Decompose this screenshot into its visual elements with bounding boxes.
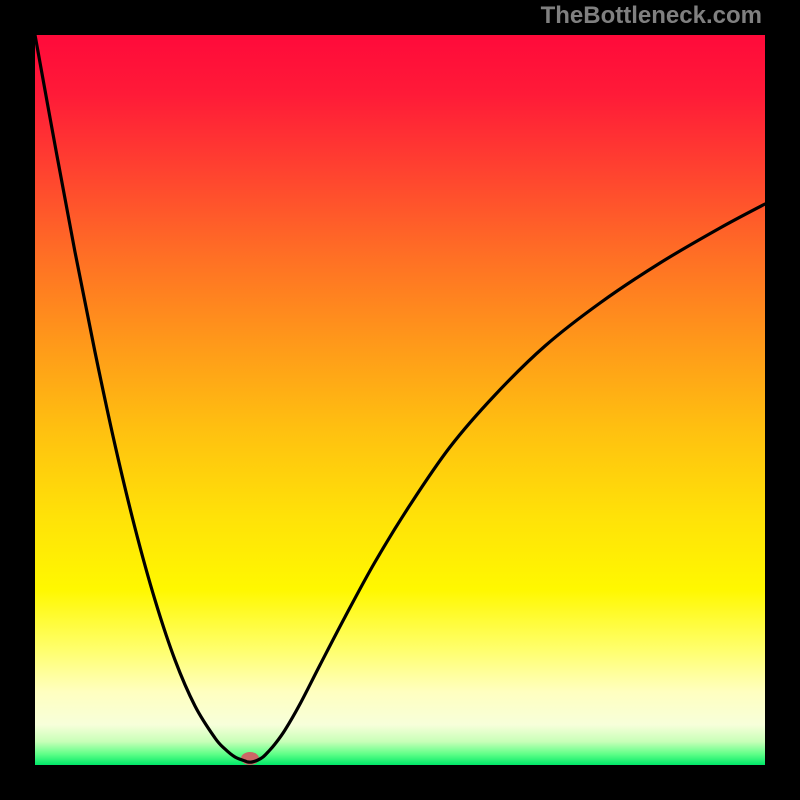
watermark-text: TheBottleneck.com xyxy=(541,2,762,30)
plot-svg xyxy=(0,0,800,800)
gradient-background xyxy=(35,35,765,765)
